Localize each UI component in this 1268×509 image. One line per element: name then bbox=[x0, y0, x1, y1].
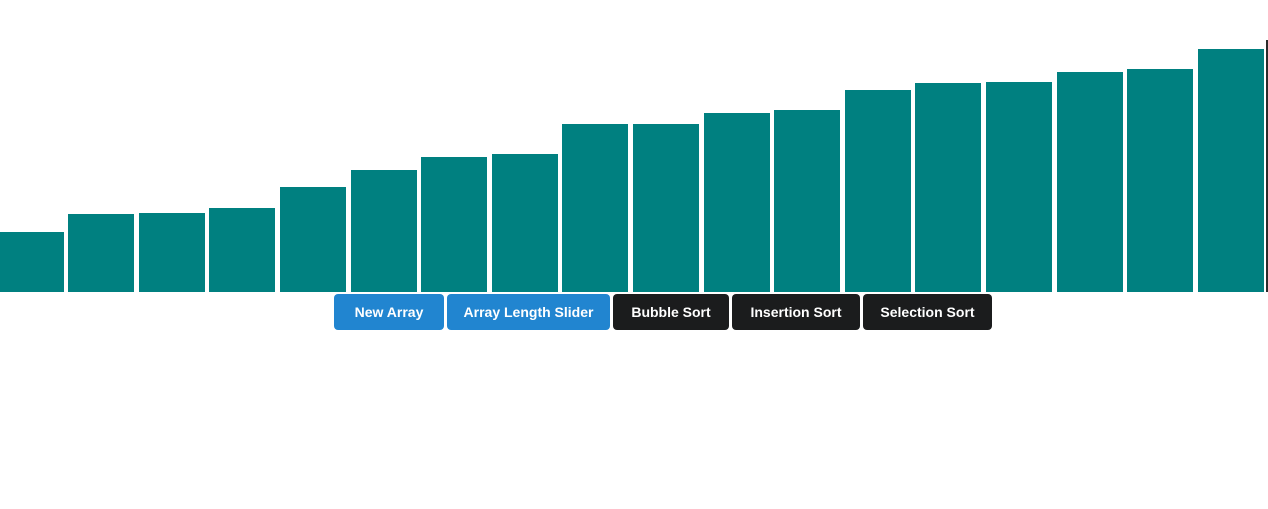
new-array-button[interactable]: New Array bbox=[334, 294, 444, 330]
insertion-sort-button[interactable]: Insertion Sort bbox=[732, 294, 860, 330]
array-bar bbox=[562, 124, 629, 292]
controls-toolbar: New Array Array Length Slider Bubble Sor… bbox=[334, 294, 992, 330]
array-bar bbox=[138, 213, 205, 292]
array-bar bbox=[986, 82, 1052, 292]
array-bar bbox=[1056, 72, 1123, 292]
array-bar bbox=[280, 187, 346, 292]
array-bar bbox=[703, 113, 770, 292]
container-right-edge bbox=[1266, 40, 1268, 292]
array-bar bbox=[491, 154, 558, 292]
array-bar bbox=[1197, 49, 1264, 292]
array-bar bbox=[633, 124, 699, 292]
array-bar bbox=[1127, 69, 1194, 292]
bubble-sort-button[interactable]: Bubble Sort bbox=[613, 294, 729, 330]
array-bar bbox=[844, 90, 911, 292]
array-bars bbox=[0, 49, 1264, 292]
array-bar bbox=[350, 170, 417, 292]
array-bar bbox=[915, 83, 982, 292]
selection-sort-button[interactable]: Selection Sort bbox=[863, 294, 992, 330]
array-length-slider-button[interactable]: Array Length Slider bbox=[447, 294, 610, 330]
array-bar bbox=[421, 157, 488, 292]
array-bar bbox=[68, 214, 135, 292]
array-bar bbox=[774, 110, 841, 292]
array-bar bbox=[0, 232, 64, 292]
array-bar bbox=[209, 208, 276, 292]
